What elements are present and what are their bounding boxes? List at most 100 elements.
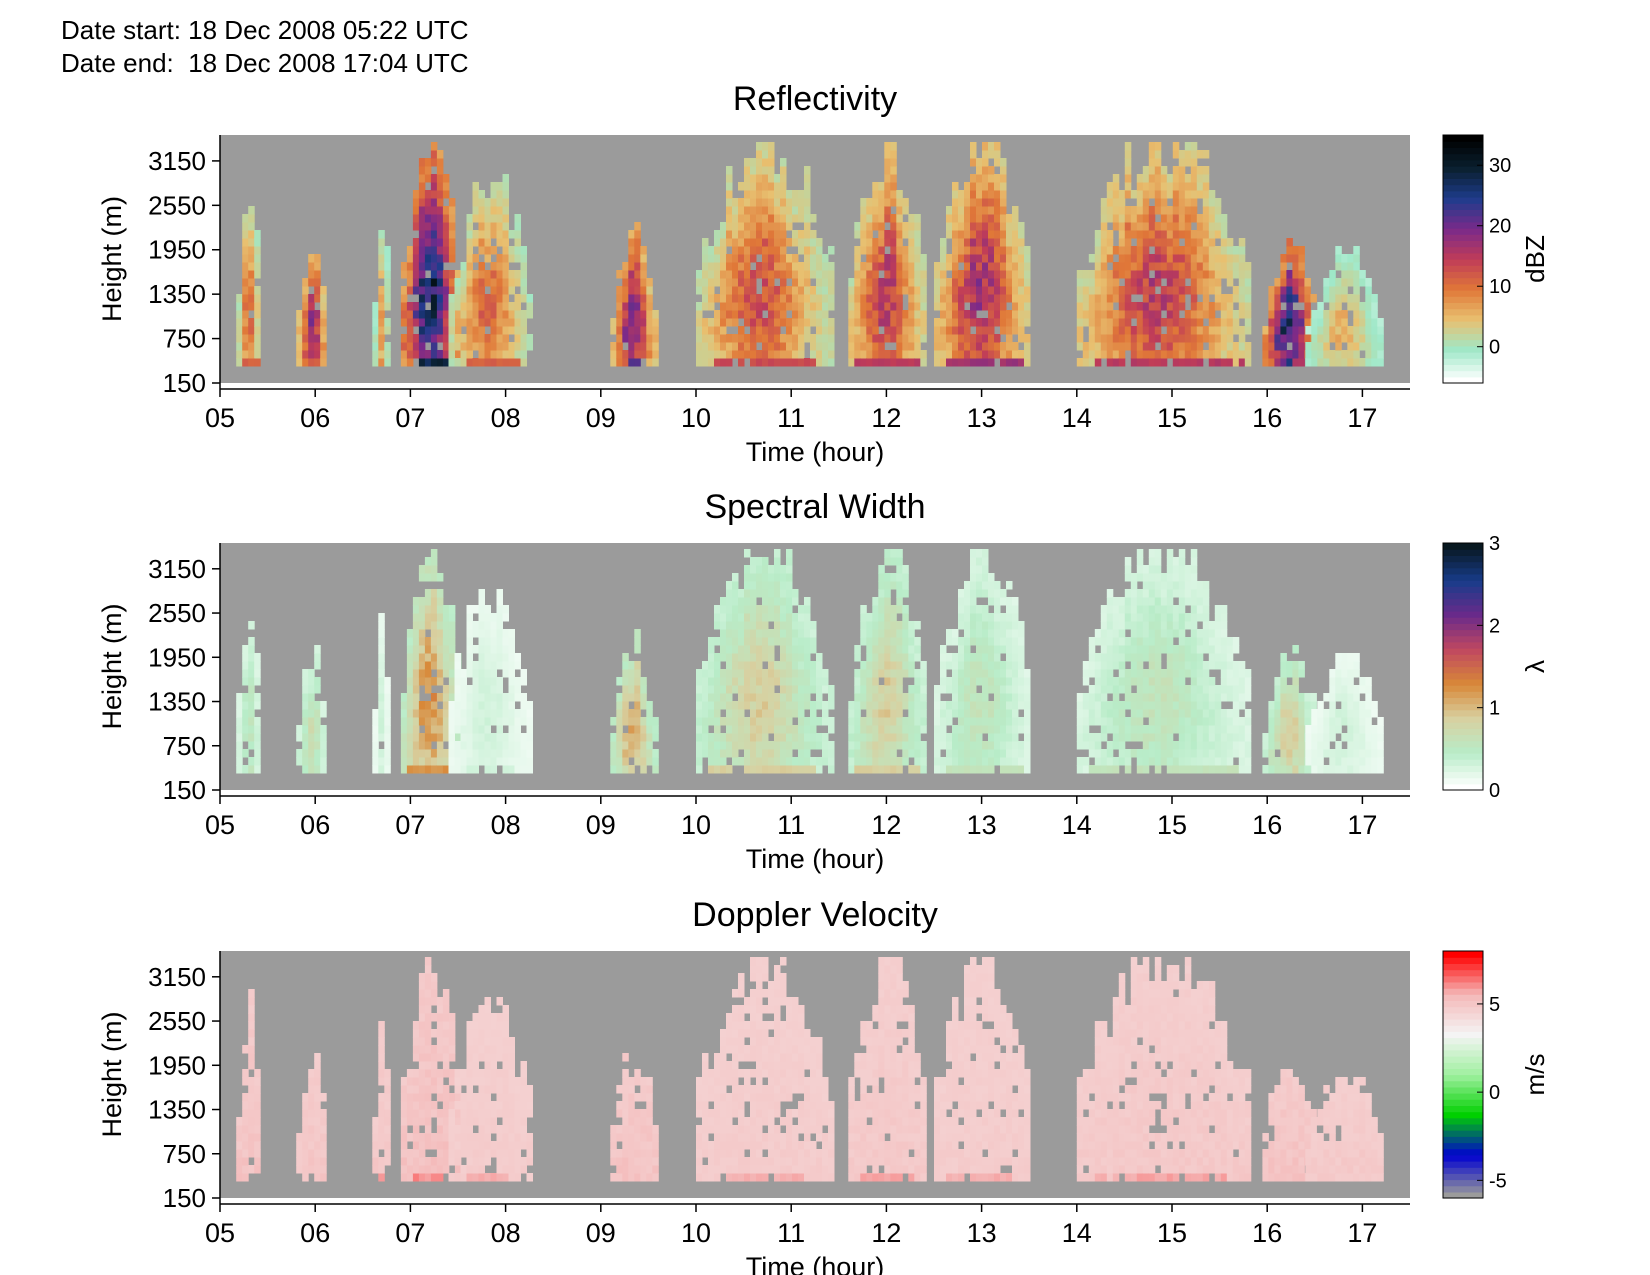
echo-pixel — [866, 254, 873, 263]
echo-pixel — [248, 653, 255, 662]
echo-pixel — [418, 182, 426, 191]
echo-pixel — [762, 278, 769, 287]
echo-pixel — [1280, 693, 1287, 702]
echo-pixel — [920, 677, 927, 686]
echo-pixel — [1172, 206, 1180, 215]
echo-pixel — [946, 741, 953, 750]
echo-pixel — [442, 270, 450, 279]
echo-pixel — [1172, 166, 1180, 175]
echo-pixel — [1172, 342, 1180, 351]
echo-pixel — [1178, 158, 1186, 167]
echo-pixel — [406, 677, 414, 686]
echo-pixel — [774, 629, 781, 638]
echo-pixel — [520, 709, 527, 718]
echo-pixel — [1184, 222, 1192, 231]
echo-pixel — [822, 701, 829, 710]
echo-pixel — [418, 198, 426, 207]
echo-pixel — [1024, 254, 1031, 263]
echo-pixel — [1100, 286, 1108, 295]
echo-pixel — [798, 605, 805, 614]
echo-pixel — [780, 214, 787, 223]
echo-pixel — [1172, 142, 1180, 151]
echo-pixel — [378, 693, 385, 702]
echo-pixel — [1018, 318, 1025, 327]
echo-pixel — [1304, 278, 1311, 287]
echo-pixel — [1226, 693, 1234, 702]
echo-pixel — [988, 166, 995, 175]
echo-pixel — [378, 645, 385, 654]
echo-pixel — [958, 342, 965, 351]
echo-pixel — [1160, 246, 1168, 255]
echo-pixel — [502, 246, 509, 255]
echo-pixel — [1160, 190, 1168, 199]
echo-pixel — [1190, 765, 1198, 774]
colorbar-step — [1443, 135, 1483, 142]
echo-pixel — [798, 190, 805, 199]
echo-pixel — [774, 254, 781, 263]
echo-pixel — [1214, 334, 1222, 343]
echo-pixel — [502, 661, 509, 670]
echo-pixel — [1190, 158, 1198, 167]
echo-pixel — [890, 270, 897, 279]
echo-pixel — [640, 278, 647, 287]
echo-pixel — [890, 549, 897, 558]
echo-pixel — [652, 358, 659, 367]
echo-pixel — [994, 158, 1001, 167]
echo-pixel — [774, 661, 781, 670]
echo-pixel — [1100, 685, 1108, 694]
echo-pixel — [372, 757, 379, 766]
echo-pixel — [810, 637, 817, 646]
echo-pixel — [884, 150, 891, 159]
echo-pixel — [1220, 629, 1228, 638]
echo-pixel — [1166, 693, 1174, 702]
echo-pixel — [466, 238, 473, 247]
echo-pixel — [1088, 645, 1096, 654]
echo-pixel — [860, 238, 867, 247]
echo-pixel — [412, 597, 420, 606]
echo-pixel — [878, 701, 885, 710]
echo-pixel — [436, 741, 444, 750]
echo-pixel — [1000, 326, 1007, 335]
echo-pixel — [976, 270, 983, 279]
echo-pixel — [1142, 637, 1150, 646]
echo-pixel — [738, 613, 745, 622]
echo-pixel — [750, 190, 757, 199]
echo-pixel — [1118, 757, 1126, 766]
echo-pixel — [1274, 358, 1281, 367]
echo-pixel — [890, 749, 897, 758]
echo-pixel — [508, 677, 515, 686]
echo-pixel — [1214, 326, 1222, 335]
echo-pixel — [720, 669, 727, 678]
echo-pixel — [1000, 637, 1007, 646]
echo-pixel — [1305, 350, 1312, 359]
echo-pixel — [732, 206, 739, 215]
echo-pixel — [514, 278, 521, 287]
echo-pixel — [1148, 669, 1156, 678]
echo-pixel — [896, 334, 903, 343]
echo-pixel — [640, 302, 647, 311]
echo-pixel — [952, 182, 959, 191]
echo-pixel — [1100, 757, 1108, 766]
echo-pixel — [1178, 262, 1186, 271]
echo-pixel — [970, 725, 977, 734]
echo-pixel — [878, 589, 885, 598]
echo-pixel — [828, 701, 835, 710]
echo-pixel — [400, 765, 408, 774]
echo-pixel — [302, 286, 309, 295]
echo-pixel — [940, 310, 947, 319]
echo-pixel — [982, 621, 989, 630]
echo-pixel — [890, 613, 897, 622]
echo-pixel — [1148, 701, 1156, 710]
echo-pixel — [448, 701, 455, 710]
echo-pixel — [878, 613, 885, 622]
echo-pixel — [1262, 741, 1269, 750]
colorbar-step — [1443, 166, 1483, 173]
echo-pixel — [1304, 709, 1311, 718]
echo-pixel — [1142, 685, 1150, 694]
echo-pixel — [1220, 661, 1228, 670]
echo-pixel — [810, 310, 817, 319]
echo-pixel — [1000, 350, 1007, 359]
echo-pixel — [646, 302, 653, 311]
echo-pixel — [1208, 637, 1216, 646]
echo-pixel — [454, 677, 461, 686]
